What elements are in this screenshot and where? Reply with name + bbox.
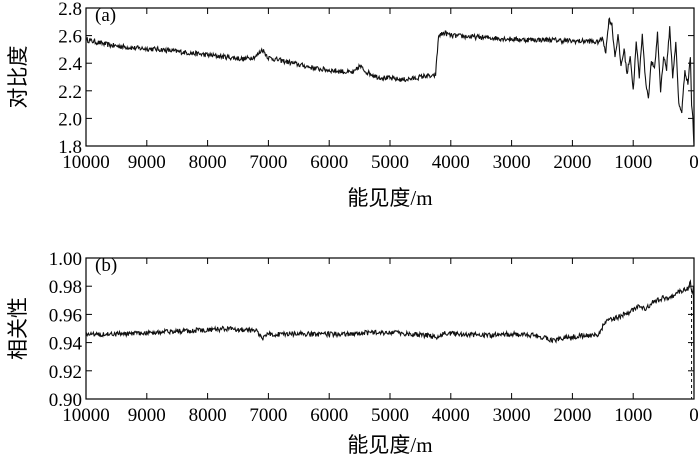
y-tick-label: 2.2 xyxy=(58,82,82,103)
panel-label: (a) xyxy=(95,5,116,26)
x-tick-label: 0 xyxy=(689,405,699,426)
x-tick-label: 9000 xyxy=(128,405,166,426)
x-tick-label: 10000 xyxy=(62,152,110,173)
y-tick-label: 2.4 xyxy=(58,54,82,75)
x-tick-label: 9000 xyxy=(128,152,166,173)
y-tick-label: 2.8 xyxy=(58,0,82,20)
x-tick-label: 6000 xyxy=(310,405,348,426)
x-tick-label: 0 xyxy=(689,152,699,173)
x-axis-title: 能见度/m xyxy=(347,433,432,457)
data-series-line xyxy=(86,17,694,146)
x-tick-label: 8000 xyxy=(189,405,227,426)
y-axis-title: 相关性 xyxy=(6,297,30,360)
x-axis-title: 能见度/m xyxy=(347,186,432,210)
x-tick-label: 10000 xyxy=(62,405,110,426)
data-series-line xyxy=(86,279,694,399)
x-tick-label: 2000 xyxy=(553,405,591,426)
x-tick-label: 7000 xyxy=(249,152,287,173)
y-tick-label: 1.00 xyxy=(49,249,82,270)
x-tick-label: 5000 xyxy=(371,405,409,426)
x-tick-label: 3000 xyxy=(493,152,531,173)
panel-label: (b) xyxy=(95,255,117,276)
x-tick-label: 7000 xyxy=(249,405,287,426)
x-tick-label: 4000 xyxy=(432,152,470,173)
y-tick-label: 0.92 xyxy=(49,362,82,383)
y-tick-label: 0.96 xyxy=(49,305,82,326)
y-tick-label: 2.0 xyxy=(58,109,82,130)
x-tick-label: 2000 xyxy=(553,152,591,173)
y-tick-label: 0.90 xyxy=(49,390,82,411)
x-tick-label: 6000 xyxy=(310,152,348,173)
y-tick-label: 0.98 xyxy=(49,277,82,298)
x-tick-label: 4000 xyxy=(432,405,470,426)
x-tick-label: 3000 xyxy=(493,405,531,426)
x-tick-label: 1000 xyxy=(614,405,652,426)
y-tick-label: 0.94 xyxy=(49,334,83,355)
x-tick-label: 5000 xyxy=(371,152,409,173)
y-tick-label: 1.8 xyxy=(58,137,82,158)
y-tick-label: 2.6 xyxy=(58,27,82,48)
x-tick-label: 8000 xyxy=(189,152,227,173)
y-axis-title: 对比度 xyxy=(6,46,30,109)
x-tick-label: 1000 xyxy=(614,152,652,173)
